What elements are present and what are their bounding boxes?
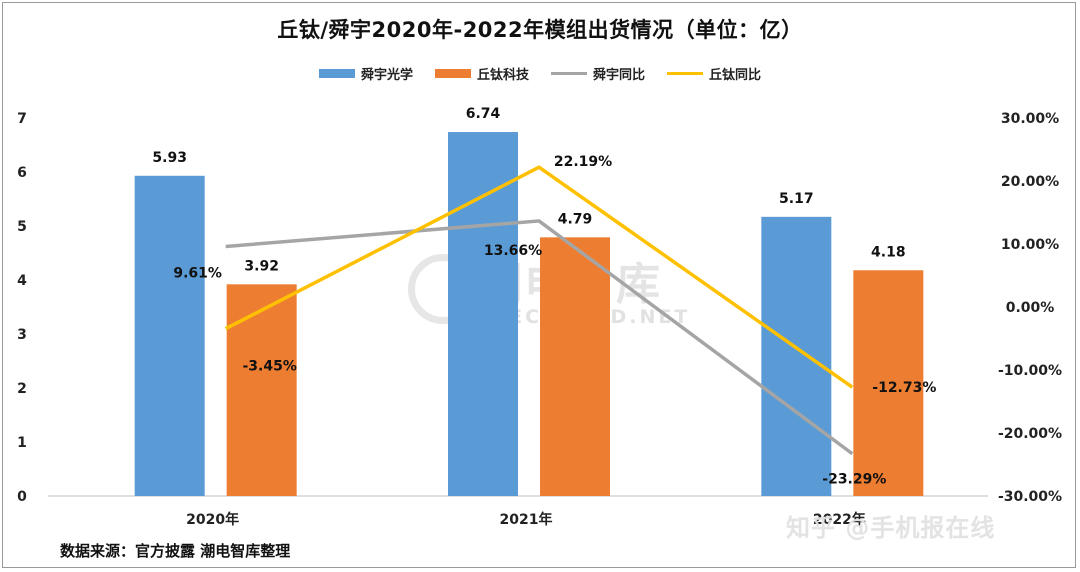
legend-swatch-sunny (318, 69, 355, 78)
y-tick-label: 1 (17, 435, 27, 451)
legend-label-sunny-yoy: 舜宇同比 (593, 68, 646, 83)
line-value-label: 22.19% (554, 154, 612, 170)
line-sunny-yoy (225, 219, 854, 456)
bar-sunny (448, 132, 518, 497)
bar-sunny (761, 216, 832, 496)
bar-qtech (226, 284, 297, 496)
chart-title: 丘钛/舜宇2020年-2022年模组出货情况（单位：亿） (277, 18, 803, 42)
y-tick-label: 5 (17, 219, 27, 235)
credit-watermark: 知乎 @手机报在线 (786, 514, 996, 542)
data-source-note: 数据来源：官方披露 潮电智库整理 (60, 542, 291, 560)
x-tick-label: 2020年 (186, 511, 239, 528)
y2-tick-label: 0.00% (1006, 300, 1055, 316)
y-tick-label: 4 (17, 273, 27, 289)
y2-tick-label: 30.00% (1001, 111, 1059, 127)
line-qtech-yoy (224, 165, 854, 389)
y-tick-label: 3 (17, 327, 27, 343)
y2-tick-label: -30.00% (998, 489, 1062, 505)
line-value-label: -3.45% (242, 359, 296, 375)
bar-value-label: 3.92 (244, 258, 279, 274)
legend-swatch-qtech (434, 69, 471, 78)
y-tick-label: 0 (17, 489, 27, 505)
line-value-label: 9.61% (173, 265, 222, 281)
y2-tick-label: 20.00% (1001, 174, 1059, 190)
bar-value-label: 5.93 (152, 150, 187, 166)
legend-item-sunny: 舜宇光学 (318, 64, 413, 83)
legend-swatch-sunny-yoy (551, 72, 587, 75)
bar-qtech (853, 270, 924, 496)
y2-tick-label: -10.00% (998, 363, 1062, 379)
bar-value-label: 5.17 (779, 191, 814, 207)
legend-label-sunny: 舜宇光学 (360, 68, 413, 83)
chart-legend: 舜宇光学 丘钛科技 舜宇同比 丘钛同比 (0, 64, 1080, 83)
y-tick-label: 6 (17, 165, 27, 181)
x-tick-label: 2021年 (500, 511, 553, 528)
bar-qtech (540, 237, 610, 496)
bar-sunny (134, 175, 205, 496)
legend-label-qtech-yoy: 丘钛同比 (709, 68, 762, 83)
y2-tick-label: -20.00% (998, 426, 1062, 442)
legend-item-sunny-yoy: 舜宇同比 (551, 64, 645, 83)
y-tick-label: 7 (17, 111, 27, 127)
x-tick-label: 2022年 (813, 511, 866, 528)
bar-value-label: 4.18 (871, 244, 906, 260)
legend-item-qtech-yoy: 丘钛同比 (667, 64, 761, 83)
line-value-label: 13.66% (484, 243, 542, 259)
line-value-label: -12.73% (872, 380, 936, 396)
legend-item-qtech: 丘钛科技 (434, 64, 529, 83)
y2-tick-label: 10.00% (1001, 237, 1059, 253)
line-value-label: -23.29% (822, 472, 886, 488)
legend-swatch-qtech-yoy (667, 72, 704, 75)
y-tick-label: 2 (17, 381, 27, 397)
legend-label-qtech: 丘钛科技 (476, 68, 529, 83)
bar-value-label: 6.74 (466, 106, 501, 122)
bar-value-label: 4.79 (558, 211, 593, 227)
